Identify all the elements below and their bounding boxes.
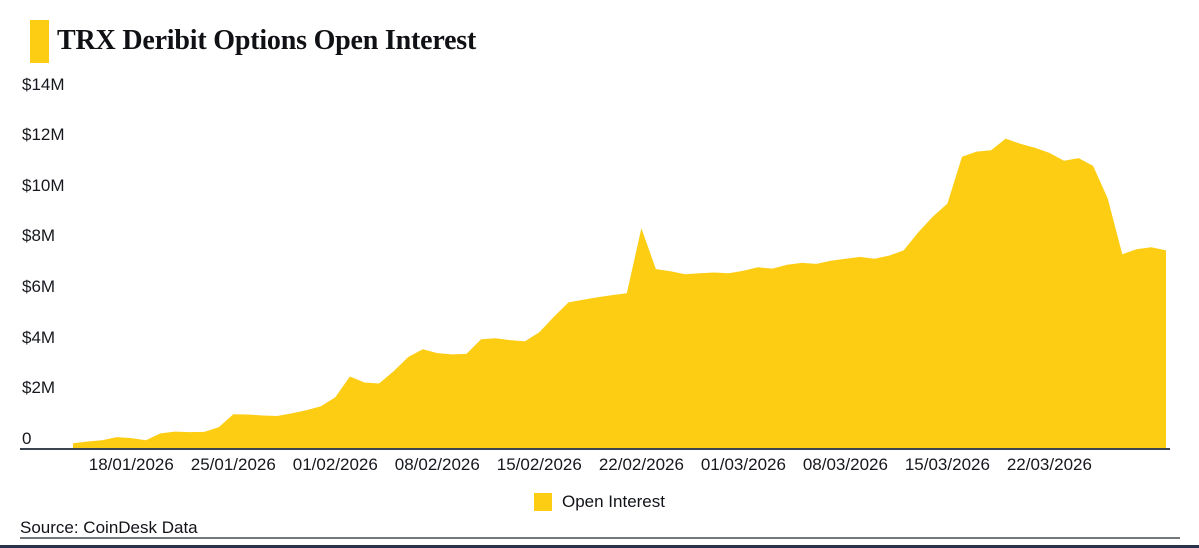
x-axis-tick-label: 01/03/2026 [700,455,786,474]
x-axis-tick-label: 08/02/2026 [394,455,480,474]
y-axis-tick-label: $10M [22,175,65,195]
source-attribution: Source: CoinDesk Data [20,518,198,537]
footer-divider-line [20,537,1180,539]
x-axis-tick-label: 08/03/2026 [802,455,888,474]
bottom-accent-bar [0,545,1199,548]
y-axis-tick-label: $14M [22,74,65,94]
x-axis-tick-label: 01/02/2026 [292,455,378,474]
x-axis-tick-label: 18/01/2026 [88,455,174,474]
legend-label: Open Interest [561,492,665,511]
x-axis-tick-label: 15/02/2026 [496,455,582,474]
y-axis-tick-label: $8M [22,226,56,246]
open-interest-area [73,138,1166,448]
y-axis-tick-label: $6M [22,276,56,296]
chart-legend: Open Interest [0,492,1199,512]
x-axis-tick-label: 22/03/2026 [1006,455,1092,474]
y-axis-tick-label: $2M [22,378,56,398]
x-axis-tick-label: 15/03/2026 [904,455,990,474]
x-axis-tick-label: 25/01/2026 [190,455,276,474]
title-accent-square [30,20,49,63]
y-axis-tick-label: 0 [22,428,32,448]
page-title: TRX Deribit Options Open Interest [57,25,477,56]
legend-color-square [533,493,552,511]
y-axis-tick-label: $4M [22,327,56,347]
x-axis-tick-label: 22/02/2026 [598,455,684,474]
y-axis-tick-label: $12M [22,125,65,145]
